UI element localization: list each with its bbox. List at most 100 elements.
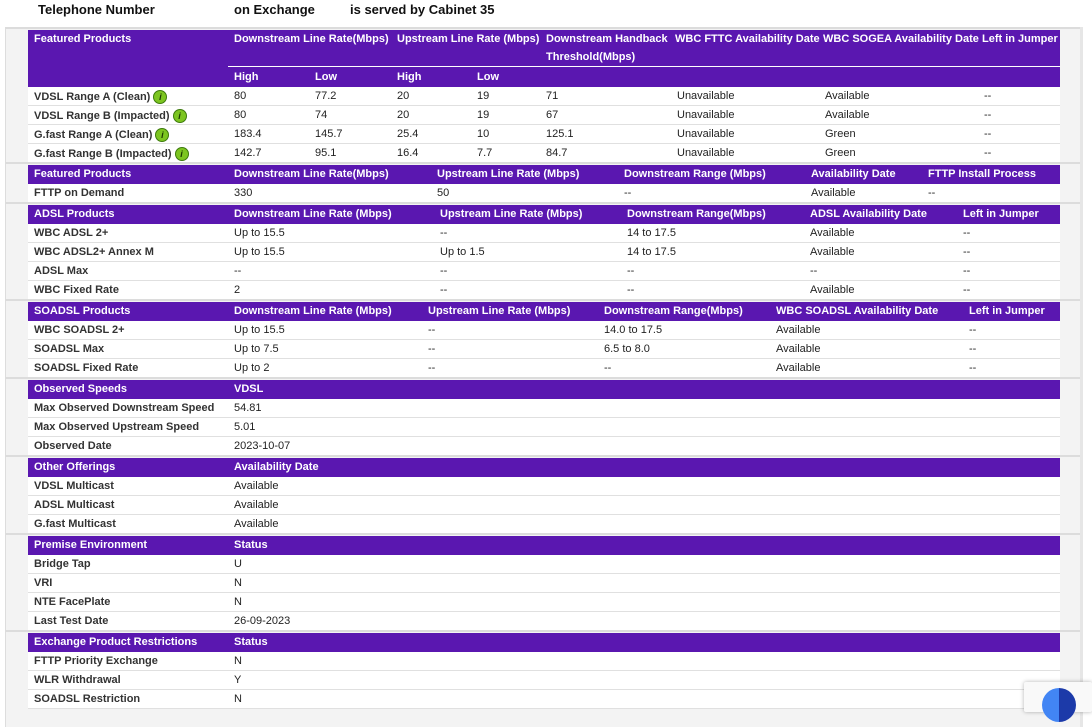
table-header: Other Offerings Availability Date xyxy=(28,458,1060,477)
cell-text: -- xyxy=(428,324,436,336)
cell-value: 16.4 xyxy=(397,147,418,159)
row-label: VDSL Range A (Clean) i xyxy=(34,90,168,104)
column-header: Downstream Line Rate(Mbps) xyxy=(234,33,389,45)
row-label: VDSL Range B (Impacted) i xyxy=(34,109,187,123)
row-label-text: ADSL Max xyxy=(34,265,89,277)
column-header: Premise Environment xyxy=(34,539,148,551)
cell-value: 14.0 to 17.5 xyxy=(604,324,662,336)
row-label-text: Max Observed Upstream Speed xyxy=(34,421,200,433)
header-divider xyxy=(228,66,1060,67)
cell-value: -- xyxy=(627,265,634,277)
cell-value: -- xyxy=(440,227,447,239)
row-label-text: FTTP Priority Exchange xyxy=(34,655,158,667)
cell-value: -- xyxy=(963,265,970,277)
table-row: Max Observed Downstream Speed 54.81 xyxy=(28,399,1060,418)
cell-text: -- xyxy=(624,187,632,199)
row-label: FTTP Priority Exchange xyxy=(34,655,158,667)
column-header: Downstream Range (Mbps) xyxy=(624,168,766,180)
info-icon[interactable]: i xyxy=(172,109,187,123)
row-label: WLR Withdrawal xyxy=(34,674,121,686)
row-label-text: NTE FacePlate xyxy=(34,596,111,608)
column-header: Featured Products xyxy=(34,33,132,45)
cell-value: Available xyxy=(825,90,869,102)
cell-text: -- xyxy=(969,362,977,374)
cell-text: 14 to 17.5 xyxy=(627,227,676,239)
table-row: WBC SOADSL 2+ Up to 15.5 -- 14.0 to 17.5 Ava… xyxy=(28,321,1060,340)
row-label-text: VRI xyxy=(34,577,53,589)
cell-text: 26-09-2023 xyxy=(234,615,291,627)
table-row: NTE FacePlate N xyxy=(28,593,1060,612)
column-header: Status xyxy=(234,636,268,648)
info-icon[interactable]: i xyxy=(153,90,168,104)
table-row: Max Observed Upstream Speed 5.01 xyxy=(28,418,1060,437)
cell-value: 25.4 xyxy=(397,128,418,140)
row-label: G.fast Range A (Clean) i xyxy=(34,128,170,142)
cell-value: N xyxy=(234,596,242,608)
cell-value: Up to 2 xyxy=(234,362,269,374)
cell-value: Available xyxy=(810,227,854,239)
row-label: G.fast Range B (Impacted) i xyxy=(34,147,189,161)
cell-text: -- xyxy=(984,109,992,121)
cell-value: -- xyxy=(984,128,991,140)
cell-text: -- xyxy=(627,284,635,296)
cell-text: Green xyxy=(825,128,856,140)
table-header: Premise Environment Status xyxy=(28,536,1060,555)
recaptcha-badge[interactable] xyxy=(1024,682,1092,722)
row-label-text: G.fast Range B (Impacted) xyxy=(34,147,172,160)
cell-value: 20 xyxy=(397,90,409,102)
table-header: Exchange Product Restrictions Status xyxy=(28,633,1060,652)
table-row: WLR Withdrawal Y xyxy=(28,671,1060,690)
table-row: WBC ADSL 2+ Up to 15.5 -- 14 to 17.5 Availab… xyxy=(28,224,1060,243)
cell-value: Green xyxy=(825,147,856,159)
row-label-text: WBC SOADSL 2+ xyxy=(34,324,125,336)
table-row: SOADSL Fixed Rate Up to 2 -- -- Available -- xyxy=(28,359,1060,378)
column-header: VDSL xyxy=(234,383,264,395)
table-row: ADSL Multicast Available xyxy=(28,496,1060,515)
row-label: WBC Fixed Rate xyxy=(34,284,119,296)
section-featured-vdsl: Featured Products Downstream Line Rate(Mb… xyxy=(5,27,1080,163)
cell-text: -- xyxy=(810,265,818,277)
cell-value: 80 xyxy=(234,109,246,121)
cell-value: -- xyxy=(624,187,631,199)
table-row: VRI N xyxy=(28,574,1060,593)
row-label: G.fast Multicast xyxy=(34,518,116,530)
cell-value: 6.5 to 8.0 xyxy=(604,343,650,355)
cell-value: Available xyxy=(810,284,854,296)
cell-text: Available xyxy=(234,499,279,511)
cell-text: Available xyxy=(776,343,821,355)
cell-text: 2 xyxy=(234,284,241,296)
cell-text: 50 xyxy=(437,187,450,199)
cell-text: Available xyxy=(776,362,821,374)
cell-value: -- xyxy=(984,109,991,121)
cell-text: 183.4 xyxy=(234,128,262,140)
table-row: G.fast Range A (Clean) i 183.4 145.7 25.4 10 1… xyxy=(28,125,1060,144)
info-icon[interactable]: i xyxy=(174,147,189,161)
column-header: WBC FTTC Availability Date xyxy=(675,33,820,45)
cell-text: Up to 15.5 xyxy=(234,227,285,239)
cell-value: N xyxy=(234,577,242,589)
scrollbar-track[interactable] xyxy=(1080,27,1083,727)
cell-text: 16.4 xyxy=(397,147,419,159)
table-header: Featured Products Downstream Line Rate(Mb… xyxy=(28,165,1060,184)
table-row: VDSL Range B (Impacted) i 80 74 20 19 67 Unavai… xyxy=(28,106,1060,125)
cell-value: 74 xyxy=(315,109,327,121)
section-observed-speeds: Observed Speeds VDSL Max Observed Downstre… xyxy=(5,377,1080,456)
cell-value: 145.7 xyxy=(315,128,343,140)
column-header: Downstream Range(Mbps) xyxy=(627,208,766,220)
table-premise-environment: Premise Environment Status Bridge Tap U VRI N… xyxy=(28,536,1060,631)
column-header: Downstream Line Rate (Mbps) xyxy=(234,305,392,317)
table-header: Observed Speeds VDSL xyxy=(28,380,1060,399)
cell-text: U xyxy=(234,558,242,570)
cell-value: Available xyxy=(234,499,278,511)
info-icon[interactable]: i xyxy=(155,128,170,142)
cell-value: Y xyxy=(234,674,241,686)
column-header: Left in Jumper xyxy=(982,33,1058,45)
table-other-offerings: Other Offerings Availability Date VDSL Mul… xyxy=(28,458,1060,534)
cell-text: Up to 7.5 xyxy=(234,343,279,355)
cell-text: N xyxy=(234,596,242,608)
table-row: G.fast Range B (Impacted) i 142.7 95.1 16.4 7… xyxy=(28,144,1060,163)
row-label: VRI xyxy=(34,577,52,589)
column-header: SOADSL Products xyxy=(34,305,131,317)
cell-value: Unavailable xyxy=(677,128,734,140)
cell-text: Unavailable xyxy=(677,128,735,140)
